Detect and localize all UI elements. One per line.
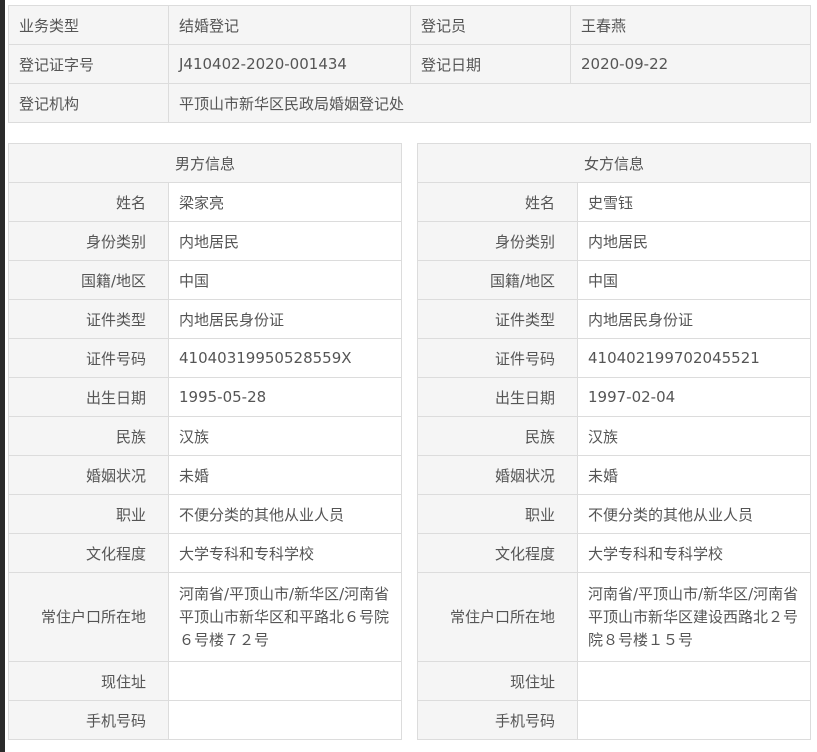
- female-info-title: 女方信息: [416, 143, 812, 183]
- table-row: 身份类别 内地居民: [417, 221, 812, 261]
- male-field-value: 未婚: [167, 455, 403, 495]
- male-field-value: 河南省/平顶山市/新华区/河南省平顶山市新华区和平路北６号院６号楼７２号: [167, 572, 403, 662]
- male-info-table: 男方信息 姓名 梁家亮 身份类别 内地居民 国籍/地区 中国 证件类型 内地居民身份证 证件号码…: [7, 143, 403, 740]
- female-field-label: 婚姻状况: [417, 455, 578, 495]
- female-field-label: 现住址: [417, 661, 578, 701]
- registration-summary-table: 业务类型 结婚登记 登记员 王春燕 登记证字号 J410402-2020-001…: [8, 5, 811, 123]
- table-row: 文化程度 大学专科和专科学校: [417, 533, 812, 573]
- table-row: 姓名 史雪钰: [417, 182, 812, 222]
- business-type-value: 结婚登记: [168, 5, 411, 45]
- male-field-label: 手机号码: [8, 700, 169, 740]
- business-type-label: 业务类型: [8, 5, 169, 45]
- male-field-label: 婚姻状况: [8, 455, 169, 495]
- female-field-value: 内地居民身份证: [576, 299, 812, 339]
- male-field-value: 41040319950528559X: [167, 338, 403, 378]
- table-row: 手机号码: [417, 700, 812, 740]
- table-row: 现住址: [417, 661, 812, 701]
- table-row: 证件类型 内地居民身份证: [8, 299, 403, 339]
- table-row: 姓名 梁家亮: [8, 182, 403, 222]
- table-row: 出生日期 1997-02-04: [417, 377, 812, 417]
- male-info-title: 男方信息: [7, 143, 403, 183]
- male-field-label: 身份类别: [8, 221, 169, 261]
- male-field-value: 不便分类的其他从业人员: [167, 494, 403, 534]
- female-field-label: 文化程度: [417, 533, 578, 573]
- male-field-label: 文化程度: [8, 533, 169, 573]
- office-label: 登记机构: [8, 83, 169, 123]
- table-row: 证件号码 410402199702045521: [417, 338, 812, 378]
- female-field-value: 史雪钰: [576, 182, 812, 222]
- male-field-value: 内地居民身份证: [167, 299, 403, 339]
- female-field-value: 大学专科和专科学校: [576, 533, 812, 573]
- table-row: 婚姻状况 未婚: [8, 455, 403, 495]
- table-row: 登记机构 平顶山市新华区民政局婚姻登记处: [8, 83, 811, 123]
- male-field-value: 内地居民: [167, 221, 403, 261]
- male-field-label: 国籍/地区: [8, 260, 169, 300]
- male-field-value: 大学专科和专科学校: [167, 533, 403, 573]
- table-row: 民族 汉族: [417, 416, 812, 456]
- female-field-label: 国籍/地区: [417, 260, 578, 300]
- table-row: 现住址: [8, 661, 403, 701]
- male-field-value: 1995-05-28: [167, 377, 403, 417]
- table-row: 出生日期 1995-05-28: [8, 377, 403, 417]
- female-field-value: 中国: [576, 260, 812, 300]
- female-field-value: 不便分类的其他从业人员: [576, 494, 812, 534]
- male-field-label: 职业: [8, 494, 169, 534]
- male-field-value: [167, 700, 403, 740]
- registrar-label: 登记员: [410, 5, 571, 45]
- table-row: 证件号码 41040319950528559X: [8, 338, 403, 378]
- female-field-label: 手机号码: [417, 700, 578, 740]
- male-field-label: 证件号码: [8, 338, 169, 378]
- male-field-label: 证件类型: [8, 299, 169, 339]
- registrar-value: 王春燕: [570, 5, 811, 45]
- female-field-value: 河南省/平顶山市/新华区/河南省平顶山市新华区建设西路北２号院８号楼１５号: [576, 572, 812, 662]
- male-field-value: 汉族: [167, 416, 403, 456]
- office-value: 平顶山市新华区民政局婚姻登记处: [168, 83, 811, 123]
- table-row: 婚姻状况 未婚: [417, 455, 812, 495]
- female-field-label: 常住户口所在地: [417, 572, 578, 662]
- table-row: 民族 汉族: [8, 416, 403, 456]
- table-row: 职业 不便分类的其他从业人员: [8, 494, 403, 534]
- female-field-value: [576, 700, 812, 740]
- female-field-value: [576, 661, 812, 701]
- female-field-label: 民族: [417, 416, 578, 456]
- cert-no-value: J410402-2020-001434: [168, 44, 411, 84]
- table-row: 国籍/地区 中国: [417, 260, 812, 300]
- table-row: 职业 不便分类的其他从业人员: [417, 494, 812, 534]
- male-field-value: [167, 661, 403, 701]
- window-edge: [0, 0, 5, 752]
- male-field-value: 梁家亮: [167, 182, 403, 222]
- cert-no-label: 登记证字号: [8, 44, 169, 84]
- table-row: 身份类别 内地居民: [8, 221, 403, 261]
- table-row: 业务类型 结婚登记 登记员 王春燕: [8, 5, 811, 45]
- table-row: 国籍/地区 中国: [8, 260, 403, 300]
- date-label: 登记日期: [410, 44, 571, 84]
- female-info-table: 女方信息 姓名 史雪钰 身份类别 内地居民 国籍/地区 中国 证件类型 内地居民身份证 证件号码…: [416, 143, 812, 740]
- male-field-label: 出生日期: [8, 377, 169, 417]
- table-row: 文化程度 大学专科和专科学校: [8, 533, 403, 573]
- female-field-label: 证件类型: [417, 299, 578, 339]
- female-field-label: 证件号码: [417, 338, 578, 378]
- table-row: 证件类型 内地居民身份证: [417, 299, 812, 339]
- table-row: 登记证字号 J410402-2020-001434 登记日期 2020-09-2…: [8, 44, 811, 84]
- male-field-label: 常住户口所在地: [8, 572, 169, 662]
- female-field-value: 1997-02-04: [576, 377, 812, 417]
- table-row: 手机号码: [8, 700, 403, 740]
- female-field-label: 职业: [417, 494, 578, 534]
- female-field-value: 未婚: [576, 455, 812, 495]
- date-value: 2020-09-22: [570, 44, 811, 84]
- male-field-label: 民族: [8, 416, 169, 456]
- female-field-value: 内地居民: [576, 221, 812, 261]
- table-row: 常住户口所在地 河南省/平顶山市/新华区/河南省平顶山市新华区和平路北６号院６号楼…: [8, 572, 403, 662]
- table-row: 常住户口所在地 河南省/平顶山市/新华区/河南省平顶山市新华区建设西路北２号院８号…: [417, 572, 812, 662]
- female-field-label: 出生日期: [417, 377, 578, 417]
- female-field-label: 姓名: [417, 182, 578, 222]
- male-field-value: 中国: [167, 260, 403, 300]
- female-field-label: 身份类别: [417, 221, 578, 261]
- male-field-label: 姓名: [8, 182, 169, 222]
- female-field-value: 汉族: [576, 416, 812, 456]
- male-field-label: 现住址: [8, 661, 169, 701]
- female-field-value: 410402199702045521: [576, 338, 812, 378]
